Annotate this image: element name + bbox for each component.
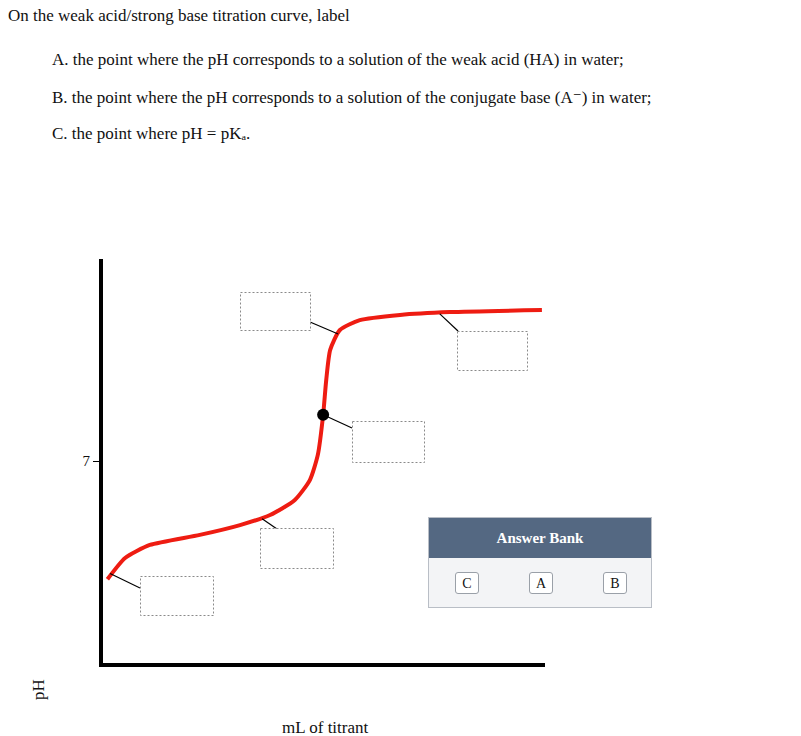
html-text:On the weak acid/strong base t: On the weak acid/strong base titration c…	[8, 6, 350, 25]
html-text:C. the point where pH = pKₐ.: C. the point where pH = pKₐ.	[52, 124, 251, 143]
html-text:A. the point where the pH corr: A. the point where the pH corresponds to…	[52, 50, 624, 69]
html-text:Answer Bank: Answer Bank	[496, 530, 584, 546]
svg-text:mL of titrant: mL of titrant	[282, 718, 369, 736]
html-text:A: A	[535, 576, 547, 591]
svg-text:7: 7	[83, 453, 91, 469]
html-text:B. the point where the pH corr: B. the point where the pH corresponds to…	[52, 88, 652, 107]
svg-text:pH: pH	[29, 679, 48, 700]
html-text:C: C	[462, 576, 472, 591]
html-text:B: B	[610, 576, 620, 591]
